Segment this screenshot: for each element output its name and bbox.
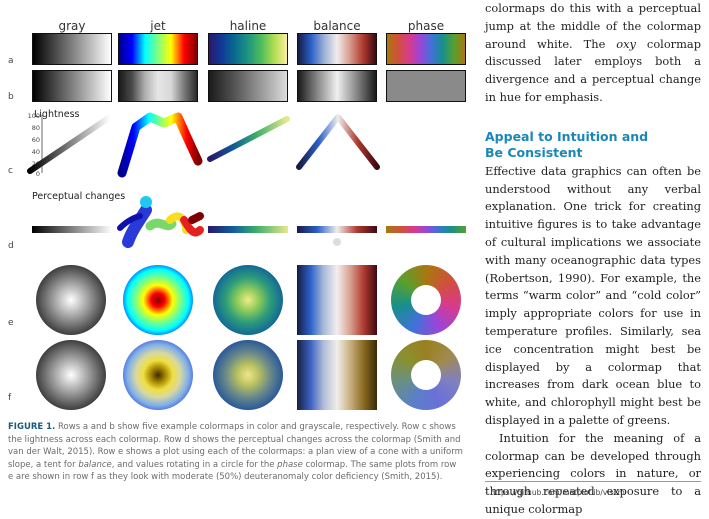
col-header-balance: balance (313, 19, 361, 33)
caption-em-1: balance (78, 459, 112, 470)
bar-phase-grayscale (386, 70, 466, 102)
perceptual-phase-band (386, 226, 466, 233)
plot-jet-cone-cvd (123, 340, 193, 410)
plot-phase-ring (391, 265, 461, 335)
plot-gray-cone (36, 265, 106, 335)
bar-balance-grayscale (297, 70, 377, 102)
section-heading: Appeal to Intuition and Be Consistent (485, 129, 701, 161)
row-label-e: e (8, 318, 14, 328)
plot-balance-tent (297, 265, 377, 335)
col-header-phase: phase (407, 19, 445, 33)
section-heading-line1: Appeal to Intuition and (485, 128, 649, 144)
plot-gray-cone-cvd (36, 340, 106, 410)
bar-gray-grayscale (32, 70, 112, 102)
lightness-tick: 0 (35, 170, 40, 178)
col-header-haline: haline (229, 19, 267, 33)
caption-em-2: phase (277, 459, 303, 470)
bar-phase-color (386, 33, 466, 65)
lightness-balance-line (296, 114, 380, 170)
plot-jet-cone (123, 265, 193, 335)
perceptual-balance-band (297, 226, 377, 233)
paragraph-meaning: Intuition for the meaning of a colormap … (485, 430, 701, 516)
lightness-label: Lightness (34, 109, 80, 120)
lightness-tick: 100 (27, 112, 40, 120)
perceptual-gray-band (32, 226, 112, 233)
paragraph-intuition: Effective data graphics can often be und… (485, 163, 701, 427)
para1-text-b: colormap discussed later employs both a … (485, 36, 702, 104)
para1-text-a: colormaps do this with a perceptual jump… (485, 1, 701, 51)
row-label-f: f (8, 393, 12, 403)
lightness-tick: 80 (31, 124, 40, 132)
row-label-b: b (8, 92, 14, 102)
perceptual-plots (32, 196, 466, 248)
plot-haline-cone (213, 265, 283, 335)
lightness-tick: 60 (31, 136, 40, 144)
row-label-a: a (8, 56, 14, 66)
bar-jet-grayscale (118, 70, 198, 102)
lightness-haline-line (207, 116, 290, 162)
plot-balance-tent-cvd (297, 340, 377, 410)
caption-text-1: Rows a and b show five example colormaps… (8, 422, 463, 470)
col-header-gray: gray (58, 19, 86, 33)
perceptual-label: Perceptual changes (32, 191, 126, 202)
lightness-tick: 40 (31, 148, 40, 156)
caption-text-3: colormap. The same plots from row e are … (8, 459, 457, 483)
lightness-jet-line (117, 112, 203, 178)
para1-emphasis: oxy (616, 36, 636, 51)
footnote-rule (485, 481, 701, 482)
bar-haline-color (208, 33, 288, 65)
row-label-c: c (8, 166, 13, 176)
plot-phase-ring-cvd (391, 340, 461, 410)
section-heading-line2: Be Consistent (485, 144, 583, 160)
row-label-d: d (8, 241, 14, 251)
paragraph-continued: colormaps do this with a perceptual jump… (485, 0, 701, 107)
bar-balance-color (297, 33, 377, 65)
body-text-column: colormaps do this with a perceptual jump… (485, 0, 701, 519)
figure-1: gray jet haline balance phase a b c d e … (8, 19, 466, 484)
plot-haline-cone-cvd (213, 340, 283, 410)
caption-label: FIGURE 1. (8, 422, 56, 432)
figure-caption: FIGURE 1. Rows a and b show five example… (8, 421, 464, 484)
footnote: ¹ https://github.com/matplotlib/viscm (485, 488, 625, 497)
bar-jet-color (118, 33, 198, 65)
bar-gray-color (32, 33, 112, 65)
col-header-jet: jet (150, 19, 166, 33)
caption-text-2: , and values rotating in a circle for th… (111, 459, 278, 470)
perceptual-haline-band (208, 226, 288, 233)
lightness-gray-line (27, 114, 113, 174)
bar-haline-grayscale (208, 70, 288, 102)
lightness-plots (27, 112, 466, 178)
